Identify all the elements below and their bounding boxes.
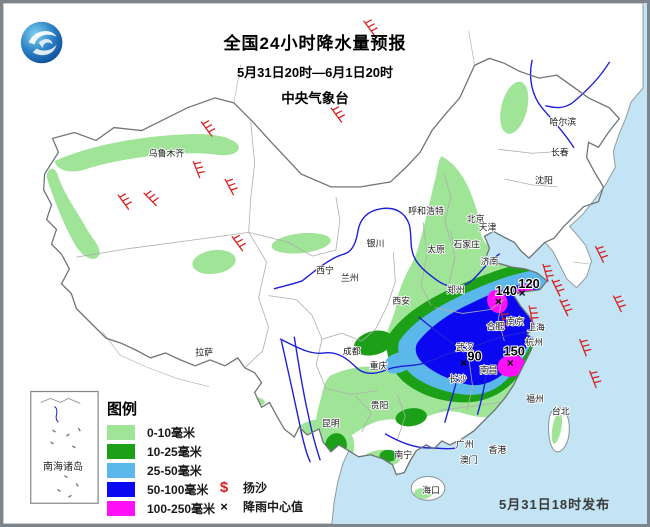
city-label: 沈阳 bbox=[535, 174, 553, 185]
city-label: 杭州 bbox=[525, 336, 543, 347]
legend-row-25-50: 25-50毫米 bbox=[107, 463, 215, 478]
map-title: 全国24小时降水量预报 bbox=[223, 34, 407, 53]
city-label: 天津 bbox=[479, 223, 497, 233]
legend-row-0-10: 0-10毫米 bbox=[107, 425, 215, 440]
city-label: 石家庄 bbox=[453, 239, 480, 250]
china-precipitation-map: ×140 ×120× 90 ×150 乌鲁木齐哈尔滨长春沈阳呼和浩特北京天津石家庄太原… bbox=[3, 3, 647, 524]
city-label: 南昌 bbox=[480, 364, 498, 375]
city-label: 贵阳 bbox=[371, 400, 389, 411]
legend-row-100-250: 100-250毫米 bbox=[107, 501, 215, 516]
city-label: 南京 bbox=[506, 316, 524, 327]
city-label: 长沙 bbox=[449, 373, 467, 384]
legend-label-10-25: 10-25毫米 bbox=[147, 445, 202, 459]
city-label: 西宁 bbox=[316, 264, 334, 275]
legend-label-50-100: 50-100毫米 bbox=[147, 483, 209, 497]
legend-label-0-10: 0-10毫米 bbox=[147, 426, 196, 440]
city-label: 重庆 bbox=[370, 360, 388, 371]
rain-center-value: 150 bbox=[503, 343, 524, 358]
city-label: 香港 bbox=[488, 444, 506, 455]
city-label: 合肥 bbox=[487, 321, 505, 332]
south-china-sea-inset bbox=[30, 390, 99, 504]
foreign-borders bbox=[101, 30, 590, 387]
rain-center-mark: × bbox=[507, 356, 514, 370]
city-label: 昆明 bbox=[322, 418, 340, 428]
sand-icon: $ bbox=[219, 478, 229, 496]
map-valid-period: 5月31日20时—6月1日20时 bbox=[236, 65, 394, 80]
legend-swatch-10-25 bbox=[107, 444, 135, 459]
legend-swatch-0-10 bbox=[107, 425, 135, 440]
city-label: 济南 bbox=[481, 255, 499, 266]
sand-label: 扬沙 bbox=[243, 480, 268, 495]
inset-label: 南海诸岛 bbox=[43, 462, 83, 473]
legend-swatch-25-50 bbox=[107, 463, 135, 478]
city-label: 台北 bbox=[552, 406, 570, 417]
city-label: 兰州 bbox=[341, 272, 359, 283]
city-label: 成都 bbox=[343, 345, 361, 356]
city-label: 郑州 bbox=[447, 284, 465, 295]
legend-label-25-50: 25-50毫米 bbox=[147, 464, 202, 478]
cma-logo bbox=[20, 21, 63, 64]
legend-row-10-25: 10-25毫米 bbox=[107, 444, 215, 459]
inset-islands bbox=[50, 427, 81, 498]
city-label: 福州 bbox=[526, 393, 544, 404]
legend-swatch-100-250 bbox=[107, 501, 135, 516]
city-label: 上海 bbox=[527, 322, 545, 333]
legend: 图例 0-10毫米 10-25毫米 25-50毫米 50-100毫米 100-2… bbox=[107, 398, 215, 520]
city-label: 呼和浩特 bbox=[408, 205, 444, 216]
rain-center-label: 降雨中心值 bbox=[243, 499, 304, 514]
province-borders bbox=[76, 121, 564, 441]
city-label: 西安 bbox=[392, 295, 410, 306]
legend-label-100-250: 100-250毫米 bbox=[147, 502, 216, 516]
city-label: 南宁 bbox=[394, 449, 412, 460]
rain-center-mark: × bbox=[460, 356, 467, 370]
city-label: 武汉 bbox=[456, 341, 474, 352]
city-label: 长春 bbox=[551, 147, 569, 158]
legend-sand-row: $ 扬沙 bbox=[213, 478, 268, 496]
legend-title: 图例 bbox=[107, 401, 138, 418]
rain-center-icon: × bbox=[220, 498, 228, 514]
city-label: 拉萨 bbox=[195, 346, 213, 357]
city-label: 海口 bbox=[422, 485, 440, 496]
title-block: 全国24小时降水量预报 5月31日20时—6月1日20时 中央气象台 bbox=[115, 29, 515, 107]
rain-center-mark: × bbox=[519, 286, 526, 300]
rain-center-value: 120 bbox=[518, 276, 539, 291]
rain-center-layer: ×140 ×120× 90 ×150 bbox=[460, 275, 541, 370]
publish-time: 5月31日18时发布 bbox=[499, 497, 611, 512]
city-label: 哈尔滨 bbox=[549, 116, 576, 127]
issuing-agency: 中央气象台 bbox=[281, 91, 349, 106]
legend-swatch-50-100 bbox=[107, 482, 135, 497]
city-label: 太原 bbox=[427, 244, 445, 255]
rain-center-mark: × bbox=[495, 295, 502, 309]
city-label: 广州 bbox=[456, 438, 474, 449]
legend-row-50-100: 50-100毫米 bbox=[107, 482, 215, 497]
city-label: 乌鲁木齐 bbox=[149, 148, 185, 159]
rain-center-value: 90 bbox=[467, 348, 481, 363]
city-label: 澳门 bbox=[460, 454, 478, 465]
city-label: 北京 bbox=[467, 213, 485, 224]
legend-rain-center-row: × 降雨中心值 bbox=[213, 498, 303, 514]
rain-center-value: 140 bbox=[496, 283, 517, 298]
city-label: 银川 bbox=[367, 238, 385, 249]
